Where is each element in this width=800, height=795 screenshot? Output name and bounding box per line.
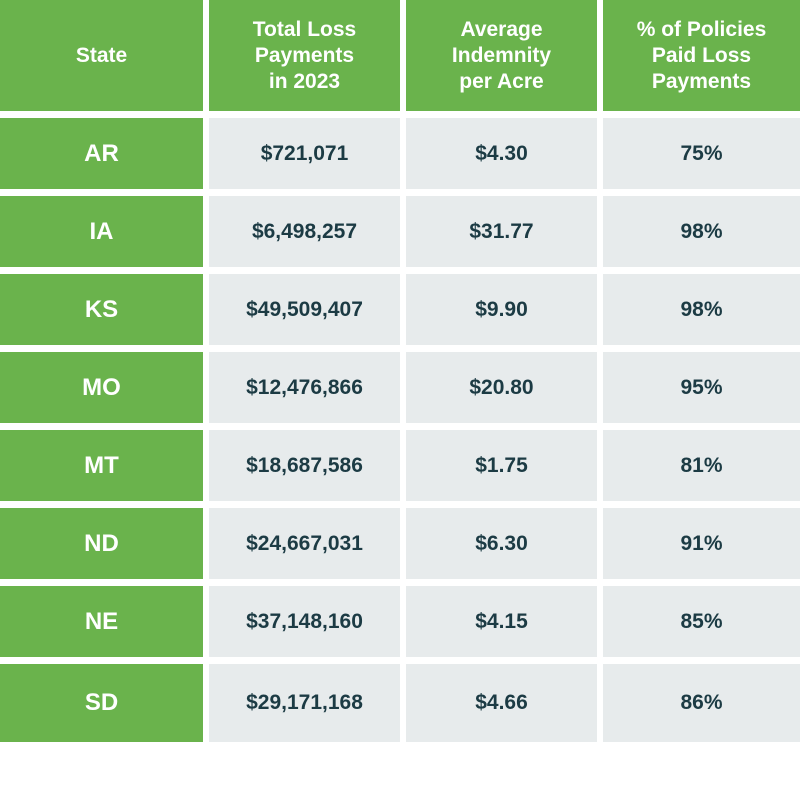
- avg-indemnity-cell: $6.30: [406, 508, 603, 586]
- pct-policies-cell: 86%: [603, 664, 800, 742]
- total-loss-cell: $29,171,168: [209, 664, 406, 742]
- total-loss-cell: $37,148,160: [209, 586, 406, 664]
- avg-indemnity-cell: $1.75: [406, 430, 603, 508]
- avg-indemnity-cell: $9.90: [406, 274, 603, 352]
- state-cell: IA: [0, 196, 209, 274]
- state-cell: AR: [0, 118, 209, 196]
- avg-indemnity-cell: $4.30: [406, 118, 603, 196]
- pct-policies-cell: 81%: [603, 430, 800, 508]
- column-header-state: State: [0, 0, 209, 118]
- column-header-total-loss: Total Loss Payments in 2023: [209, 0, 406, 118]
- total-loss-cell: $6,498,257: [209, 196, 406, 274]
- column-header-pct-policies: % of Policies Paid Loss Payments: [603, 0, 800, 118]
- state-cell: SD: [0, 664, 209, 742]
- pct-policies-cell: 85%: [603, 586, 800, 664]
- state-cell: MO: [0, 352, 209, 430]
- pct-policies-cell: 98%: [603, 274, 800, 352]
- avg-indemnity-cell: $4.15: [406, 586, 603, 664]
- total-loss-cell: $18,687,586: [209, 430, 406, 508]
- pct-policies-cell: 91%: [603, 508, 800, 586]
- total-loss-cell: $721,071: [209, 118, 406, 196]
- column-header-avg-indemnity: Average Indemnity per Acre: [406, 0, 603, 118]
- state-cell: KS: [0, 274, 209, 352]
- pct-policies-cell: 75%: [603, 118, 800, 196]
- state-cell: NE: [0, 586, 209, 664]
- state-cell: ND: [0, 508, 209, 586]
- pct-policies-cell: 98%: [603, 196, 800, 274]
- avg-indemnity-cell: $20.80: [406, 352, 603, 430]
- state-cell: MT: [0, 430, 209, 508]
- total-loss-cell: $49,509,407: [209, 274, 406, 352]
- total-loss-cell: $24,667,031: [209, 508, 406, 586]
- total-loss-cell: $12,476,866: [209, 352, 406, 430]
- pct-policies-cell: 95%: [603, 352, 800, 430]
- avg-indemnity-cell: $4.66: [406, 664, 603, 742]
- avg-indemnity-cell: $31.77: [406, 196, 603, 274]
